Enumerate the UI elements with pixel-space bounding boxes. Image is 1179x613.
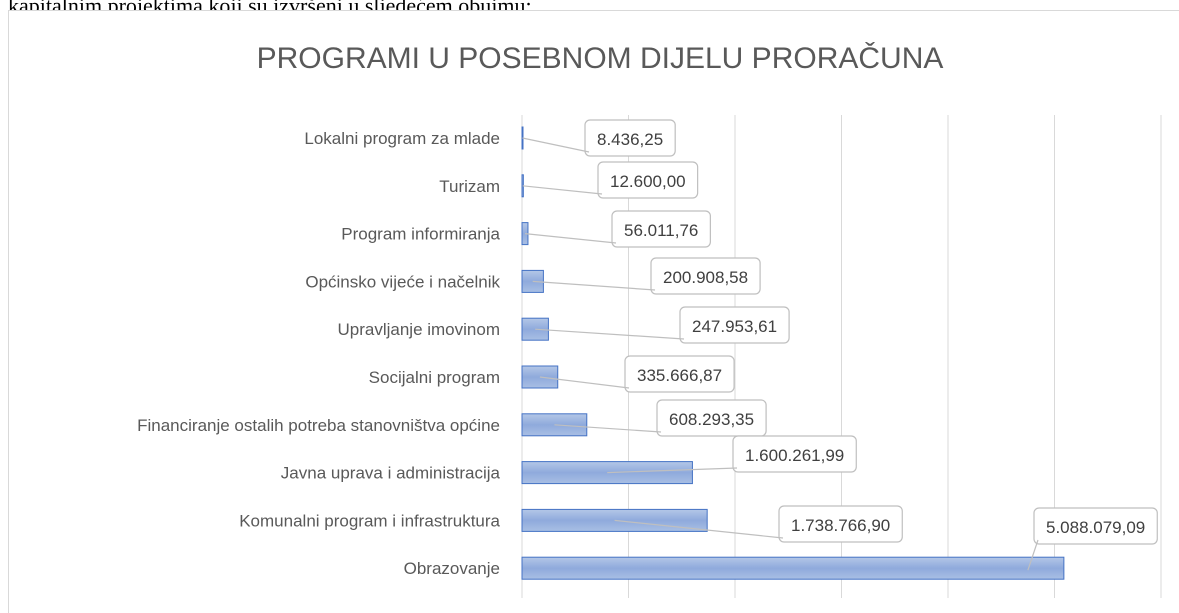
chart-title: PROGRAMI U POSEBNOM DIJELU PRORAČUNA (257, 41, 944, 75)
y-tick-label: Javna uprava i administracija (281, 464, 501, 483)
data-label: 1.600.261,99 (745, 446, 844, 465)
callout-leader (607, 467, 738, 474)
callout-box (656, 399, 767, 437)
data-label: 1.738.766,90 (791, 516, 890, 535)
data-label: 8.436,25 (597, 130, 663, 149)
callout-leader (614, 519, 784, 539)
bar (521, 317, 549, 341)
data-label: 608.293,35 (669, 410, 754, 429)
callout-box (650, 257, 761, 295)
callout-leader (522, 185, 603, 195)
callout-leader (535, 328, 685, 340)
y-tick-label: Općinsko vijeće i načelnik (305, 272, 500, 291)
callout-leader (1027, 539, 1039, 571)
callout-leader (554, 424, 662, 433)
callout-box (624, 355, 735, 393)
callout-leader (524, 233, 617, 244)
y-tick-label: Upravljanje imovinom (337, 320, 500, 339)
y-tick-label: Socijalni program (369, 368, 500, 387)
callout-box (611, 210, 711, 248)
y-tick-label: Program informiranja (341, 225, 500, 244)
callout-box (1033, 507, 1158, 545)
bar (521, 556, 1065, 580)
data-label: 5.088.079,09 (1046, 518, 1145, 537)
data-label: 12.600,00 (610, 172, 686, 191)
data-label: 335.666,87 (637, 366, 722, 385)
y-tick-label: Turizam (439, 177, 500, 196)
callout-leader (522, 137, 590, 153)
callout-leader (539, 376, 630, 389)
callout-box (778, 505, 903, 543)
callout-box (584, 119, 676, 157)
data-label: 200.908,58 (663, 268, 748, 287)
callout-leader (532, 280, 656, 291)
y-tick-label: Obrazovanje (404, 559, 500, 578)
data-label: 247.953,61 (692, 317, 777, 336)
data-label: 56.011,76 (624, 221, 698, 240)
y-tick-label: Lokalni program za mlade (304, 129, 500, 148)
y-tick-label: Financiranje ostalih potreba stanovništv… (137, 416, 500, 435)
callout-box (732, 435, 857, 473)
y-tick-label: Komunalni program i infrastruktura (239, 511, 500, 530)
callout-box (679, 306, 790, 344)
callout-box (597, 161, 699, 199)
